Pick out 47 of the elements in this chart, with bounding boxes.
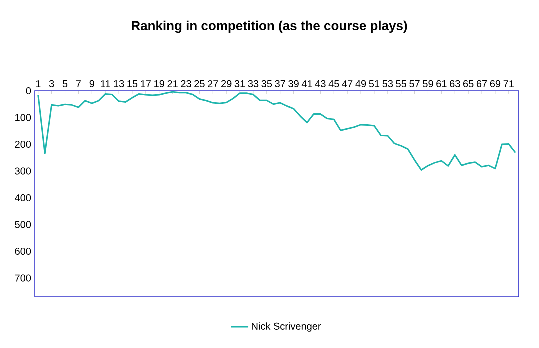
x-tick-label: 9 xyxy=(90,80,94,88)
x-tick-label: 25 xyxy=(194,80,205,88)
x-tick-label: 41 xyxy=(302,80,312,88)
x-tick-label: 29 xyxy=(222,80,232,88)
x-tick-label: 17 xyxy=(141,80,151,88)
y-tick-label: 700 xyxy=(15,274,32,282)
y-tick-label: 400 xyxy=(15,194,32,202)
x-tick-label: 27 xyxy=(208,80,218,88)
x-tick-label: 69 xyxy=(490,80,501,88)
x-tick-label: 39 xyxy=(288,80,299,88)
chart-title: Ranking in competition (as the course plays) xyxy=(132,20,408,34)
y-tick-label: 0 xyxy=(26,87,32,95)
x-tick-label: 3 xyxy=(49,80,54,88)
y-tick-label: 300 xyxy=(15,168,32,175)
x-tick-label: 67 xyxy=(476,80,488,88)
x-tick-label: 31 xyxy=(234,80,246,88)
x-tick-label: 47 xyxy=(342,80,353,88)
x-tick-label: 57 xyxy=(410,80,420,88)
x-tick-label: 13 xyxy=(114,80,124,88)
y-tick-label: 500 xyxy=(15,221,32,228)
x-tick-label: 35 xyxy=(262,80,272,88)
x-tick-label: 55 xyxy=(396,80,406,88)
x-tick-label: 63 xyxy=(450,80,460,88)
x-tick-label: 43 xyxy=(315,80,326,88)
x-tick-label: 11 xyxy=(101,80,110,88)
line-series xyxy=(38,91,516,171)
x-tick-label: 37 xyxy=(275,80,286,88)
x-tick-label: 65 xyxy=(464,80,474,88)
x-tick-label: 1 xyxy=(36,80,41,88)
x-tick-label: 61 xyxy=(436,80,447,88)
x-tick-label: 19 xyxy=(154,80,164,88)
x-tick-label: 5 xyxy=(62,80,68,88)
y-tick-label: 100 xyxy=(16,114,32,122)
x-tick-label: 59 xyxy=(423,80,434,88)
legend-label: Nick Scrivenger xyxy=(252,322,322,332)
x-tick-label: 49 xyxy=(356,80,366,88)
x-tick-label: 23 xyxy=(181,80,192,88)
x-tick-label: 21 xyxy=(168,80,178,88)
x-tick-label: 7 xyxy=(76,80,81,88)
x-tick-label: 71 xyxy=(504,80,514,88)
x-tick-label: 45 xyxy=(328,80,340,88)
y-tick-label: 200 xyxy=(15,140,32,148)
x-tick-label: 33 xyxy=(248,80,259,88)
y-tick-label: 600 xyxy=(15,248,32,256)
x-tick-label: 53 xyxy=(382,80,394,88)
x-tick-label: 51 xyxy=(369,80,380,88)
x-tick-label: 15 xyxy=(128,80,138,88)
